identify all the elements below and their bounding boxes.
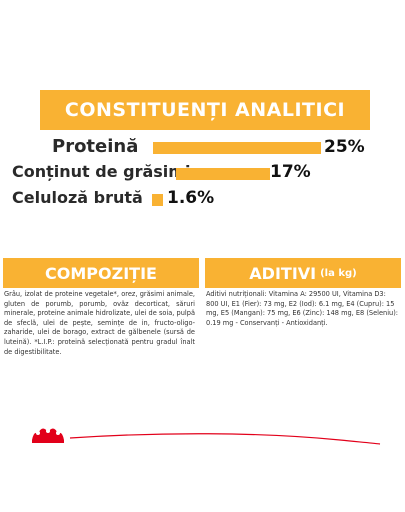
fiber-bar bbox=[152, 194, 163, 206]
additives-unit: (la kg) bbox=[320, 267, 357, 279]
additives-header: ADITIVI (la kg) bbox=[205, 258, 401, 288]
protein-label: Proteină bbox=[52, 136, 139, 157]
additives-title: ADITIVI bbox=[249, 263, 317, 283]
additives-text: Aditivi nutriționali: Vitamina A: 29500 … bbox=[206, 290, 399, 327]
crown-logo-icon bbox=[32, 428, 64, 443]
composition-text: Grâu, izolat de proteine vegetale*, orez… bbox=[4, 290, 195, 356]
fiber-value: 1.6% bbox=[167, 188, 215, 208]
analytics-title: CONSTITUENȚI ANALITICI bbox=[40, 90, 370, 130]
protein-bar bbox=[153, 142, 321, 154]
composition-title: COMPOZIȚIE bbox=[3, 258, 199, 288]
fat-value: 17% bbox=[270, 162, 311, 182]
fat-label: Conținut de grăsimi bbox=[12, 162, 191, 181]
red-swoosh-line bbox=[69, 433, 381, 445]
fat-bar bbox=[176, 168, 271, 180]
fiber-label: Celuloză brută bbox=[12, 188, 143, 207]
protein-value: 25% bbox=[324, 137, 365, 157]
